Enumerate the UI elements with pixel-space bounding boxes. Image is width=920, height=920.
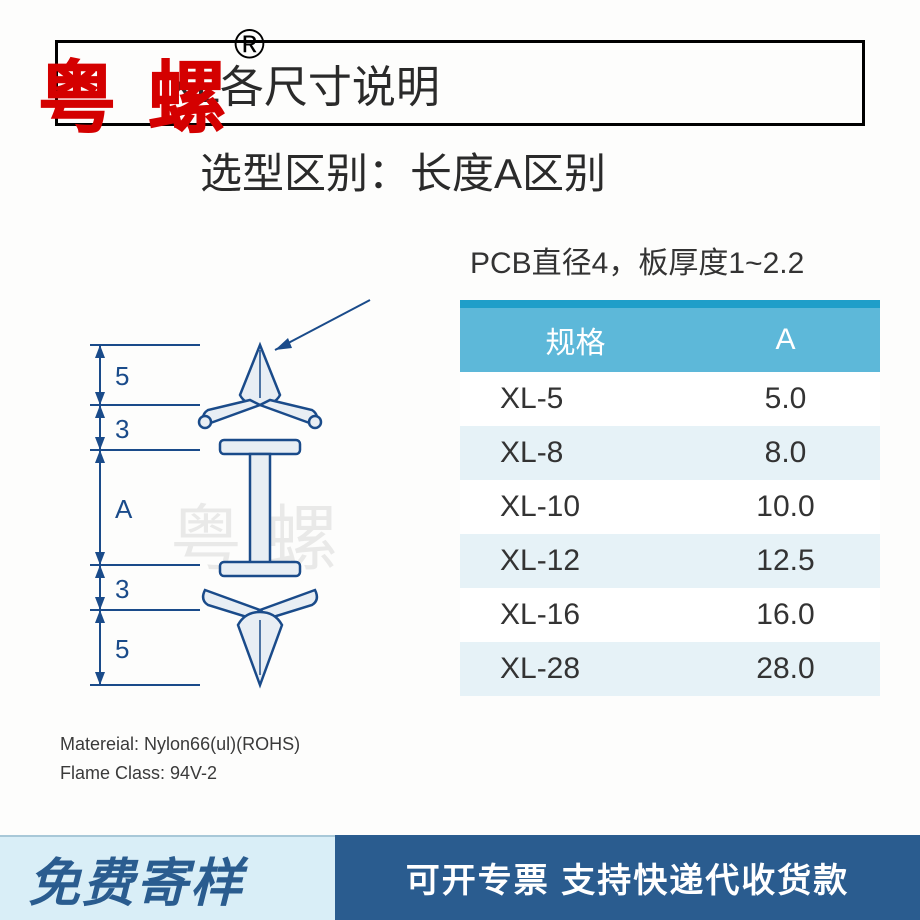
col-header-a: A: [691, 304, 880, 372]
material-line: Matereial: Nylon66(ul)(ROHS): [60, 730, 300, 759]
footer-left: 免费寄样: [0, 835, 335, 920]
cell-spec: XL-12: [460, 534, 691, 588]
table-row: XL-55.0: [460, 372, 880, 426]
cell-a: 5.0: [691, 372, 880, 426]
flame-class-line: Flame Class: 94V-2: [60, 759, 300, 788]
cell-spec: XL-8: [460, 426, 691, 480]
pcb-note: PCB直径4，板厚度1~2.2: [470, 238, 804, 282]
dim-label: A: [115, 494, 133, 524]
cell-a: 10.0: [691, 480, 880, 534]
brand-watermark: 粤螺: [38, 36, 258, 148]
dim-label: 5: [115, 361, 129, 391]
cell-a: 16.0: [691, 588, 880, 642]
table-row: XL-2828.0: [460, 642, 880, 696]
cell-spec: XL-16: [460, 588, 691, 642]
cell-a: 12.5: [691, 534, 880, 588]
table-row: XL-88.0: [460, 426, 880, 480]
registered-mark: ®: [234, 20, 265, 68]
cell-spec: XL-28: [460, 642, 691, 696]
cell-spec: XL-5: [460, 372, 691, 426]
col-header-spec: 规格: [460, 304, 691, 372]
subtitle: 选型区别：长度A区别: [200, 140, 606, 201]
cell-a: 8.0: [691, 426, 880, 480]
part-diagram: 5 3 A 3 5: [60, 290, 400, 710]
footer-banner: 免费寄样 可开专票 支持快递代收货款: [0, 835, 920, 920]
page-root: 粤螺XL各尺寸说明 粤螺 ® 选型区别：长度A区别 PCB直径4，板厚度1~2.…: [0, 0, 920, 920]
cell-spec: XL-10: [460, 480, 691, 534]
dim-label: 5: [115, 634, 129, 664]
dim-label: 3: [115, 414, 129, 444]
table-header-row: 规格 A: [460, 304, 880, 372]
material-note: Matereial: Nylon66(ul)(ROHS) Flame Class…: [60, 730, 300, 788]
cell-a: 28.0: [691, 642, 880, 696]
table-row: XL-1616.0: [460, 588, 880, 642]
spec-table: 规格 A XL-55.0XL-88.0XL-1010.0XL-1212.5XL-…: [460, 300, 880, 696]
table-row: XL-1212.5: [460, 534, 880, 588]
dim-label: 3: [115, 574, 129, 604]
table-row: XL-1010.0: [460, 480, 880, 534]
footer-right: 可开专票 支持快递代收货款: [335, 835, 920, 920]
